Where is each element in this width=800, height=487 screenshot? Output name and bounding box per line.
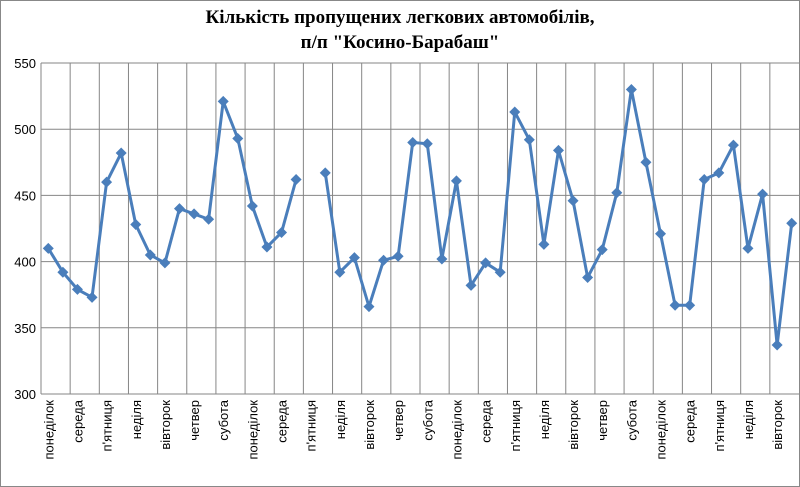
x-tick-label: понеділок [41,400,56,460]
y-tick-label: 300 [14,387,36,402]
x-tick-label: понеділок [654,400,669,460]
marker [494,266,506,278]
x-tick-label: неділя [741,400,756,439]
x-tick-label: середа [275,399,290,442]
x-tick-label: п'ятниця [712,400,727,451]
marker [261,241,273,253]
x-tick-label: неділя [129,400,144,439]
x-tick-label: четвер [391,400,406,441]
x-tick-label: п'ятниця [100,400,115,451]
marker [130,219,142,231]
x-tick-label: п'ятниця [508,400,523,451]
marker [378,254,390,266]
marker [334,266,346,278]
marker [698,174,710,186]
x-tick-label: субота [624,399,639,440]
y-tick-label: 350 [14,321,36,336]
x-tick-label: вівторок [158,400,173,450]
x-tick-label: середа [683,399,698,442]
marker [727,139,739,151]
marker [276,226,288,238]
marker [436,253,448,265]
marker [348,252,360,264]
y-tick-label: 450 [14,188,36,203]
marker [596,244,608,256]
marker [86,291,98,303]
marker [684,299,696,311]
x-tick-label: вівторок [362,400,377,450]
marker [71,283,83,295]
x-tick-label: середа [70,399,85,442]
x-tick-label: середа [479,399,494,442]
x-tick-label: вівторок [770,400,785,450]
marker [217,95,229,107]
marker [713,167,725,179]
marker [625,83,637,95]
x-tick-label: неділя [537,400,552,439]
marker [771,339,783,351]
marker [538,238,550,250]
x-tick-label: вівторок [566,400,581,450]
marker [742,242,754,254]
marker [655,228,667,240]
chart-title: п/п "Косино-Барабаш" [301,32,500,53]
x-tick-label: четвер [187,400,202,441]
marker [319,167,331,179]
marker [407,136,419,148]
marker [509,106,521,118]
marker [552,144,564,156]
marker [173,203,185,215]
marker [57,266,69,278]
x-tick-label: понеділок [449,400,464,460]
x-tick-label: понеділок [245,400,260,460]
marker [144,249,156,261]
x-tick-label: п'ятниця [304,400,319,451]
marker [363,301,375,313]
marker [786,217,798,229]
marker [159,257,171,269]
marker [203,213,215,225]
marker [567,195,579,207]
marker [42,242,54,254]
marker [232,132,244,144]
marker [465,279,477,291]
marker [290,174,302,186]
x-tick-label: неділя [333,400,348,439]
marker [523,134,535,146]
marker [246,200,258,212]
x-tick-label: субота [420,399,435,440]
marker [757,188,769,200]
marker [450,175,462,187]
marker [392,250,404,262]
marker [582,271,594,283]
y-tick-label: 400 [14,255,36,270]
marker [188,208,200,220]
y-tick-label: 550 [14,56,36,71]
y-tick-label: 500 [14,122,36,137]
marker [640,156,652,168]
marker [115,147,127,159]
marker [101,176,113,188]
chart-title: Кількість пропущених легкових автомобілі… [206,7,595,28]
marker [480,257,492,269]
x-tick-label: четвер [595,400,610,441]
x-tick-label: субота [216,399,231,440]
marker [669,299,681,311]
marker [421,138,433,150]
marker [611,187,623,199]
